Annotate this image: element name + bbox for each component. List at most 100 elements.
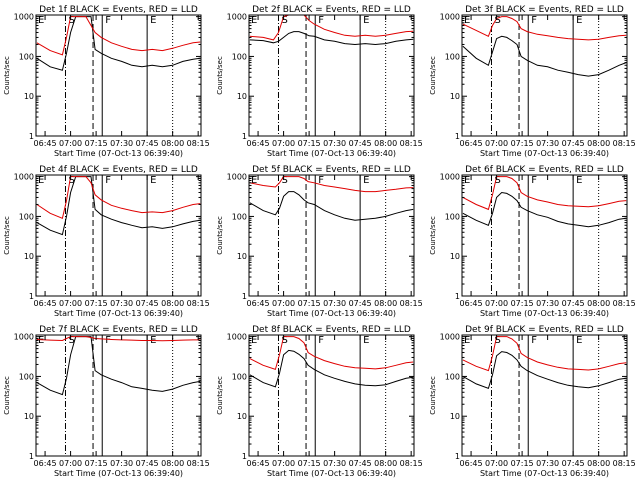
chart-panel-2: Det 2f BLACK = Events, RED = LLD Counts/s… bbox=[216, 5, 423, 158]
x-tick-label: 07:15 bbox=[298, 139, 321, 148]
y-tick-label: 1000 bbox=[227, 173, 247, 182]
y-tick-label: 1 bbox=[455, 292, 460, 301]
chart-panel-1: Det 1f BLACK = Events, RED = LLD Counts/s… bbox=[3, 5, 210, 158]
y-tick-label: 10 bbox=[237, 412, 247, 421]
y-tick-label: 1000 bbox=[14, 333, 34, 342]
plot-frame bbox=[248, 14, 415, 137]
marker-label: S bbox=[281, 15, 287, 26]
series-line-events bbox=[462, 35, 627, 77]
plot-frame bbox=[35, 174, 202, 297]
chart-panel-7: Det 7f BLACK = Events, RED = LLD Counts/s… bbox=[3, 325, 210, 478]
marker-label: E bbox=[38, 175, 44, 186]
marker-label: S bbox=[494, 335, 500, 346]
y-tick-label: 10 bbox=[237, 252, 247, 261]
series-line-events bbox=[36, 16, 201, 71]
x-tick-label: 08:15 bbox=[613, 459, 636, 468]
plot-frame bbox=[461, 174, 628, 297]
x-tick-label: 08:15 bbox=[400, 459, 423, 468]
chart-panel-6: Det 6f BLACK = Events, RED = LLD Counts/s… bbox=[429, 165, 636, 318]
x-tick-label: 07:30 bbox=[536, 459, 559, 468]
x-tick-label: 07:15 bbox=[85, 139, 108, 148]
marker-label: E bbox=[251, 175, 257, 186]
y-axis-label: Counts/sec bbox=[3, 56, 11, 95]
y-tick-label: 1000 bbox=[440, 333, 460, 342]
plot-frame bbox=[248, 174, 415, 297]
series-line-lld bbox=[249, 15, 414, 41]
x-tick-label: 07:30 bbox=[536, 139, 559, 148]
x-tick-label: 07:00 bbox=[272, 139, 295, 148]
plot-frame bbox=[35, 14, 202, 137]
x-tick-label: 07:45 bbox=[562, 299, 585, 308]
x-tick-label: 08:15 bbox=[400, 299, 423, 308]
x-tick-label: 08:15 bbox=[187, 299, 210, 308]
x-tick-label: 08:00 bbox=[587, 459, 610, 468]
x-axis-label: Start Time (07-Oct-13 06:39:40) bbox=[54, 149, 183, 158]
y-tick-label: 1000 bbox=[440, 13, 460, 22]
marker-label: F bbox=[105, 175, 111, 186]
chart-title: Det 2f BLACK = Events, RED = LLD bbox=[252, 5, 411, 15]
series-line-lld bbox=[36, 16, 201, 56]
x-tick-label: 07:30 bbox=[110, 299, 133, 308]
x-tick-label: 08:00 bbox=[374, 459, 397, 468]
y-tick-label: 1 bbox=[242, 132, 247, 141]
y-tick-label: 1000 bbox=[227, 13, 247, 22]
x-tick-label: 07:45 bbox=[136, 139, 159, 148]
y-axis-label: Counts/sec bbox=[216, 376, 224, 415]
x-tick-label: 07:15 bbox=[85, 459, 108, 468]
y-tick-label: 1 bbox=[455, 452, 460, 461]
series-line-events bbox=[249, 349, 414, 388]
marker-label: E bbox=[251, 15, 257, 26]
x-tick-label: 08:00 bbox=[161, 139, 184, 148]
x-axis-label: Start Time (07-Oct-13 06:39:40) bbox=[267, 469, 396, 478]
x-tick-label: 07:15 bbox=[298, 459, 321, 468]
chart-panel-8: Det 8f BLACK = Events, RED = LLD Counts/s… bbox=[216, 325, 423, 478]
y-tick-label: 100 bbox=[232, 52, 247, 61]
y-tick-label: 1 bbox=[242, 452, 247, 461]
marker-label: E bbox=[363, 335, 369, 346]
x-tick-label: 07:15 bbox=[511, 459, 534, 468]
x-axis-label: Start Time (07-Oct-13 06:39:40) bbox=[54, 309, 183, 318]
x-tick-label: 07:45 bbox=[136, 299, 159, 308]
y-tick-label: 10 bbox=[450, 92, 460, 101]
x-tick-label: 08:15 bbox=[613, 299, 636, 308]
y-tick-label: 100 bbox=[19, 52, 34, 61]
x-axis-label: Start Time (07-Oct-13 06:39:40) bbox=[267, 309, 396, 318]
plot-frame bbox=[461, 14, 628, 137]
series-line-lld bbox=[462, 336, 627, 372]
marker-label: S bbox=[68, 15, 74, 26]
x-tick-label: 07:00 bbox=[485, 139, 508, 148]
y-tick-label: 1000 bbox=[14, 173, 34, 182]
y-axis-label: Counts/sec bbox=[429, 56, 437, 95]
series-line-lld bbox=[462, 176, 627, 211]
x-tick-label: 07:15 bbox=[298, 299, 321, 308]
chart-panel-3: Det 3f BLACK = Events, RED = LLD Counts/s… bbox=[429, 5, 636, 158]
marker-label: F bbox=[318, 15, 324, 26]
y-tick-label: 10 bbox=[237, 92, 247, 101]
x-tick-label: 07:00 bbox=[59, 299, 82, 308]
y-tick-label: 10 bbox=[24, 92, 34, 101]
x-tick-label: 06:45 bbox=[247, 299, 270, 308]
x-tick-label: 07:45 bbox=[349, 459, 372, 468]
chart-title: Det 1f BLACK = Events, RED = LLD bbox=[39, 5, 198, 15]
x-axis-label: Start Time (07-Oct-13 06:39:40) bbox=[54, 469, 183, 478]
x-axis-label: Start Time (07-Oct-13 06:39:40) bbox=[480, 149, 609, 158]
x-tick-label: 06:45 bbox=[247, 459, 270, 468]
x-tick-label: 08:15 bbox=[187, 139, 210, 148]
y-tick-label: 10 bbox=[450, 412, 460, 421]
x-tick-label: 07:45 bbox=[136, 459, 159, 468]
x-tick-label: 07:15 bbox=[511, 299, 534, 308]
x-tick-label: 08:00 bbox=[161, 299, 184, 308]
chart-title: Det 5f BLACK = Events, RED = LLD bbox=[252, 165, 411, 175]
x-tick-label: 06:45 bbox=[247, 139, 270, 148]
x-tick-label: 06:45 bbox=[460, 139, 483, 148]
x-tick-label: 07:00 bbox=[272, 459, 295, 468]
y-tick-label: 10 bbox=[24, 412, 34, 421]
chart-title: Det 7f BLACK = Events, RED = LLD bbox=[39, 325, 198, 335]
marker-label: E bbox=[464, 335, 470, 346]
y-tick-label: 1 bbox=[455, 132, 460, 141]
chart-title: Det 3f BLACK = Events, RED = LLD bbox=[465, 5, 624, 15]
series-line-events bbox=[462, 191, 627, 228]
y-axis-label: Counts/sec bbox=[216, 56, 224, 95]
x-tick-label: 08:00 bbox=[161, 459, 184, 468]
marker-label: F bbox=[531, 175, 537, 186]
